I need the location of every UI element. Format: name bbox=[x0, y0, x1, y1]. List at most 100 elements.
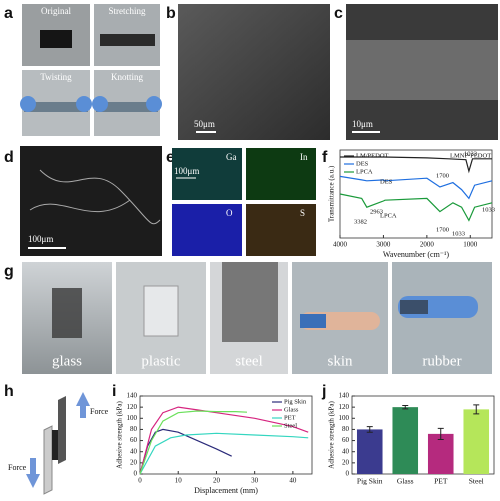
scale-label: 50μm bbox=[194, 119, 215, 129]
panel-label: d bbox=[4, 149, 14, 166]
error-bar bbox=[402, 404, 409, 410]
substrate-label: steel bbox=[235, 353, 263, 369]
legend-label: Pig Skin bbox=[284, 398, 307, 405]
x-tick-label: Glass bbox=[397, 477, 414, 486]
eds-map bbox=[246, 148, 316, 200]
x-tick-label: 0 bbox=[138, 477, 142, 485]
x-tick-label: Pig Skin bbox=[357, 477, 383, 486]
panel-label: j bbox=[321, 383, 326, 400]
legend-label: LM/PEDOT bbox=[356, 152, 389, 159]
y-axis-label: Transmittance (a.u.) bbox=[328, 165, 336, 222]
y-tick-label: 60 bbox=[130, 436, 138, 444]
eds-map bbox=[172, 148, 242, 200]
error-bar bbox=[437, 427, 444, 440]
x-tick-label: 3000 bbox=[376, 241, 391, 249]
series-line bbox=[139, 410, 248, 475]
panel-label: b bbox=[166, 5, 176, 22]
plot-frame bbox=[139, 395, 313, 475]
error-bar bbox=[366, 426, 373, 433]
annotation: 2963 bbox=[370, 208, 383, 215]
series-line bbox=[340, 156, 492, 174]
panel-label: e bbox=[166, 149, 175, 166]
y-tick-label: 0 bbox=[346, 470, 350, 478]
y-tick-label: 120 bbox=[127, 403, 138, 411]
x-tick-label: 20 bbox=[213, 477, 221, 485]
panel-label: h bbox=[4, 383, 14, 400]
photo-caption: Twisting bbox=[40, 72, 72, 82]
annotation: 1700 bbox=[436, 172, 449, 179]
sem-band bbox=[346, 40, 498, 100]
plot-frame bbox=[351, 395, 495, 475]
annotation: 1033 bbox=[452, 230, 465, 237]
photo-caption: Original bbox=[41, 6, 71, 16]
x-axis-label: Wavenumber (cm⁻¹) bbox=[383, 250, 450, 259]
legend-label: Glass bbox=[284, 406, 299, 413]
sem-image bbox=[178, 4, 330, 140]
x-tick-label: 40 bbox=[289, 477, 297, 485]
annotation: LPCA bbox=[380, 212, 397, 219]
y-tick-label: 100 bbox=[127, 414, 138, 422]
y-tick-label: 120 bbox=[339, 403, 350, 411]
eds-map bbox=[246, 204, 316, 256]
y-axis-label: Adhesive strength (kPa) bbox=[328, 401, 336, 469]
element-label: In bbox=[300, 152, 308, 162]
y-tick-label: 40 bbox=[342, 447, 350, 455]
panel-label: g bbox=[4, 263, 14, 280]
annotation: DES bbox=[380, 178, 393, 185]
panel-label: c bbox=[334, 5, 343, 22]
series-line bbox=[139, 432, 309, 475]
y-tick-label: 20 bbox=[342, 458, 350, 466]
series-line bbox=[139, 406, 309, 475]
x-tick-label: 30 bbox=[251, 477, 259, 485]
y-tick-label: 140 bbox=[127, 392, 138, 400]
annotation: 1033 bbox=[464, 150, 477, 157]
y-tick-label: 80 bbox=[130, 425, 138, 433]
x-tick-label: 4000 bbox=[333, 241, 348, 249]
force-label: Force bbox=[8, 463, 27, 472]
annotation: 1700 bbox=[436, 226, 449, 233]
y-tick-label: 100 bbox=[339, 414, 350, 422]
annotation: 1033 bbox=[482, 206, 495, 213]
bar bbox=[356, 429, 383, 474]
y-tick-label: 20 bbox=[130, 458, 138, 466]
series-line bbox=[139, 428, 232, 475]
x-tick-label: PET bbox=[434, 477, 448, 486]
photo-row bbox=[22, 262, 492, 374]
legend-label: LPCA bbox=[356, 168, 373, 175]
series-line bbox=[339, 175, 493, 200]
sem-image bbox=[20, 146, 162, 256]
x-tick-label: 10 bbox=[175, 477, 183, 485]
annotation: 3382 bbox=[354, 218, 367, 225]
series-line bbox=[339, 193, 493, 222]
y-axis-label: Adhesive strength (kPa) bbox=[116, 401, 124, 469]
y-tick-label: 140 bbox=[339, 392, 350, 400]
scale-label: 10μm bbox=[352, 119, 373, 129]
bar bbox=[463, 409, 490, 474]
legend-label: DES bbox=[356, 160, 369, 167]
panel-label: f bbox=[322, 149, 328, 166]
error-bar bbox=[473, 404, 480, 415]
bar bbox=[392, 407, 419, 474]
photo-caption: Stretching bbox=[109, 6, 146, 16]
x-tick-label: 2000 bbox=[420, 241, 435, 249]
element-label: S bbox=[300, 208, 305, 218]
y-tick-label: 0 bbox=[134, 470, 138, 478]
legend-label: Steel bbox=[284, 422, 297, 429]
scale-label: 100μm bbox=[174, 166, 199, 176]
lap-shear-diagram bbox=[26, 392, 90, 495]
substrate-label: skin bbox=[327, 353, 353, 369]
photo-grid bbox=[20, 4, 162, 136]
fiber bbox=[29, 169, 161, 225]
element-label: O bbox=[226, 208, 233, 218]
bar bbox=[427, 433, 454, 474]
substrate-label: rubber bbox=[422, 353, 461, 369]
photo-caption: Knotting bbox=[111, 72, 144, 82]
y-tick-label: 60 bbox=[342, 436, 350, 444]
x-tick-label: Steel bbox=[469, 477, 484, 486]
x-axis-label: Displacement (mm) bbox=[194, 486, 258, 495]
legend-label: PET bbox=[284, 414, 296, 421]
eds-map bbox=[172, 204, 242, 256]
y-tick-label: 40 bbox=[130, 447, 138, 455]
force-label: Force bbox=[90, 407, 109, 416]
